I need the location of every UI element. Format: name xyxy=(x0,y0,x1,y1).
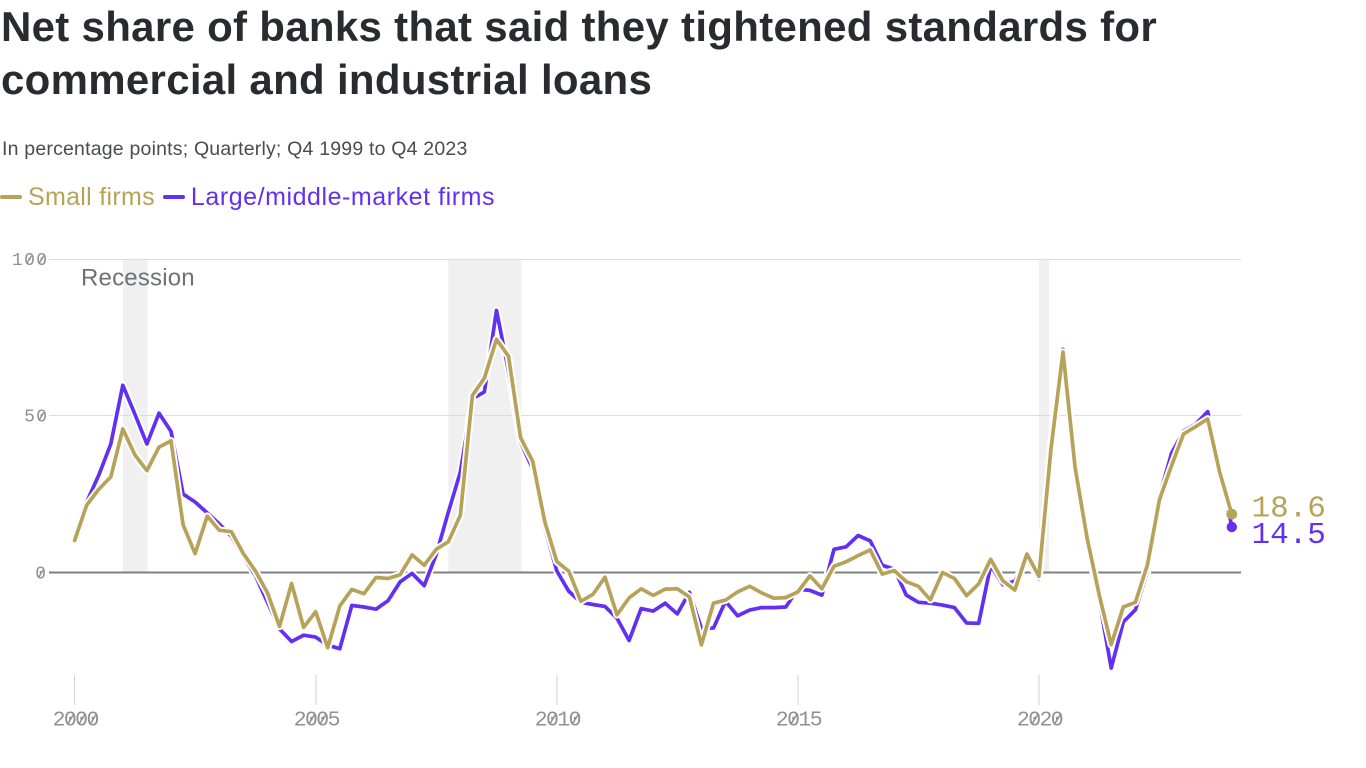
svg-text:18.6: 18.6 xyxy=(1252,492,1326,527)
svg-text:14.5: 14.5 xyxy=(1252,518,1326,553)
svg-text:Recession: Recession xyxy=(81,265,195,292)
svg-text:100: 100 xyxy=(12,251,49,271)
svg-text:2015: 2015 xyxy=(776,709,822,733)
svg-text:0: 0 xyxy=(35,564,47,584)
svg-text:2005: 2005 xyxy=(294,709,340,733)
svg-text:50: 50 xyxy=(24,408,48,428)
